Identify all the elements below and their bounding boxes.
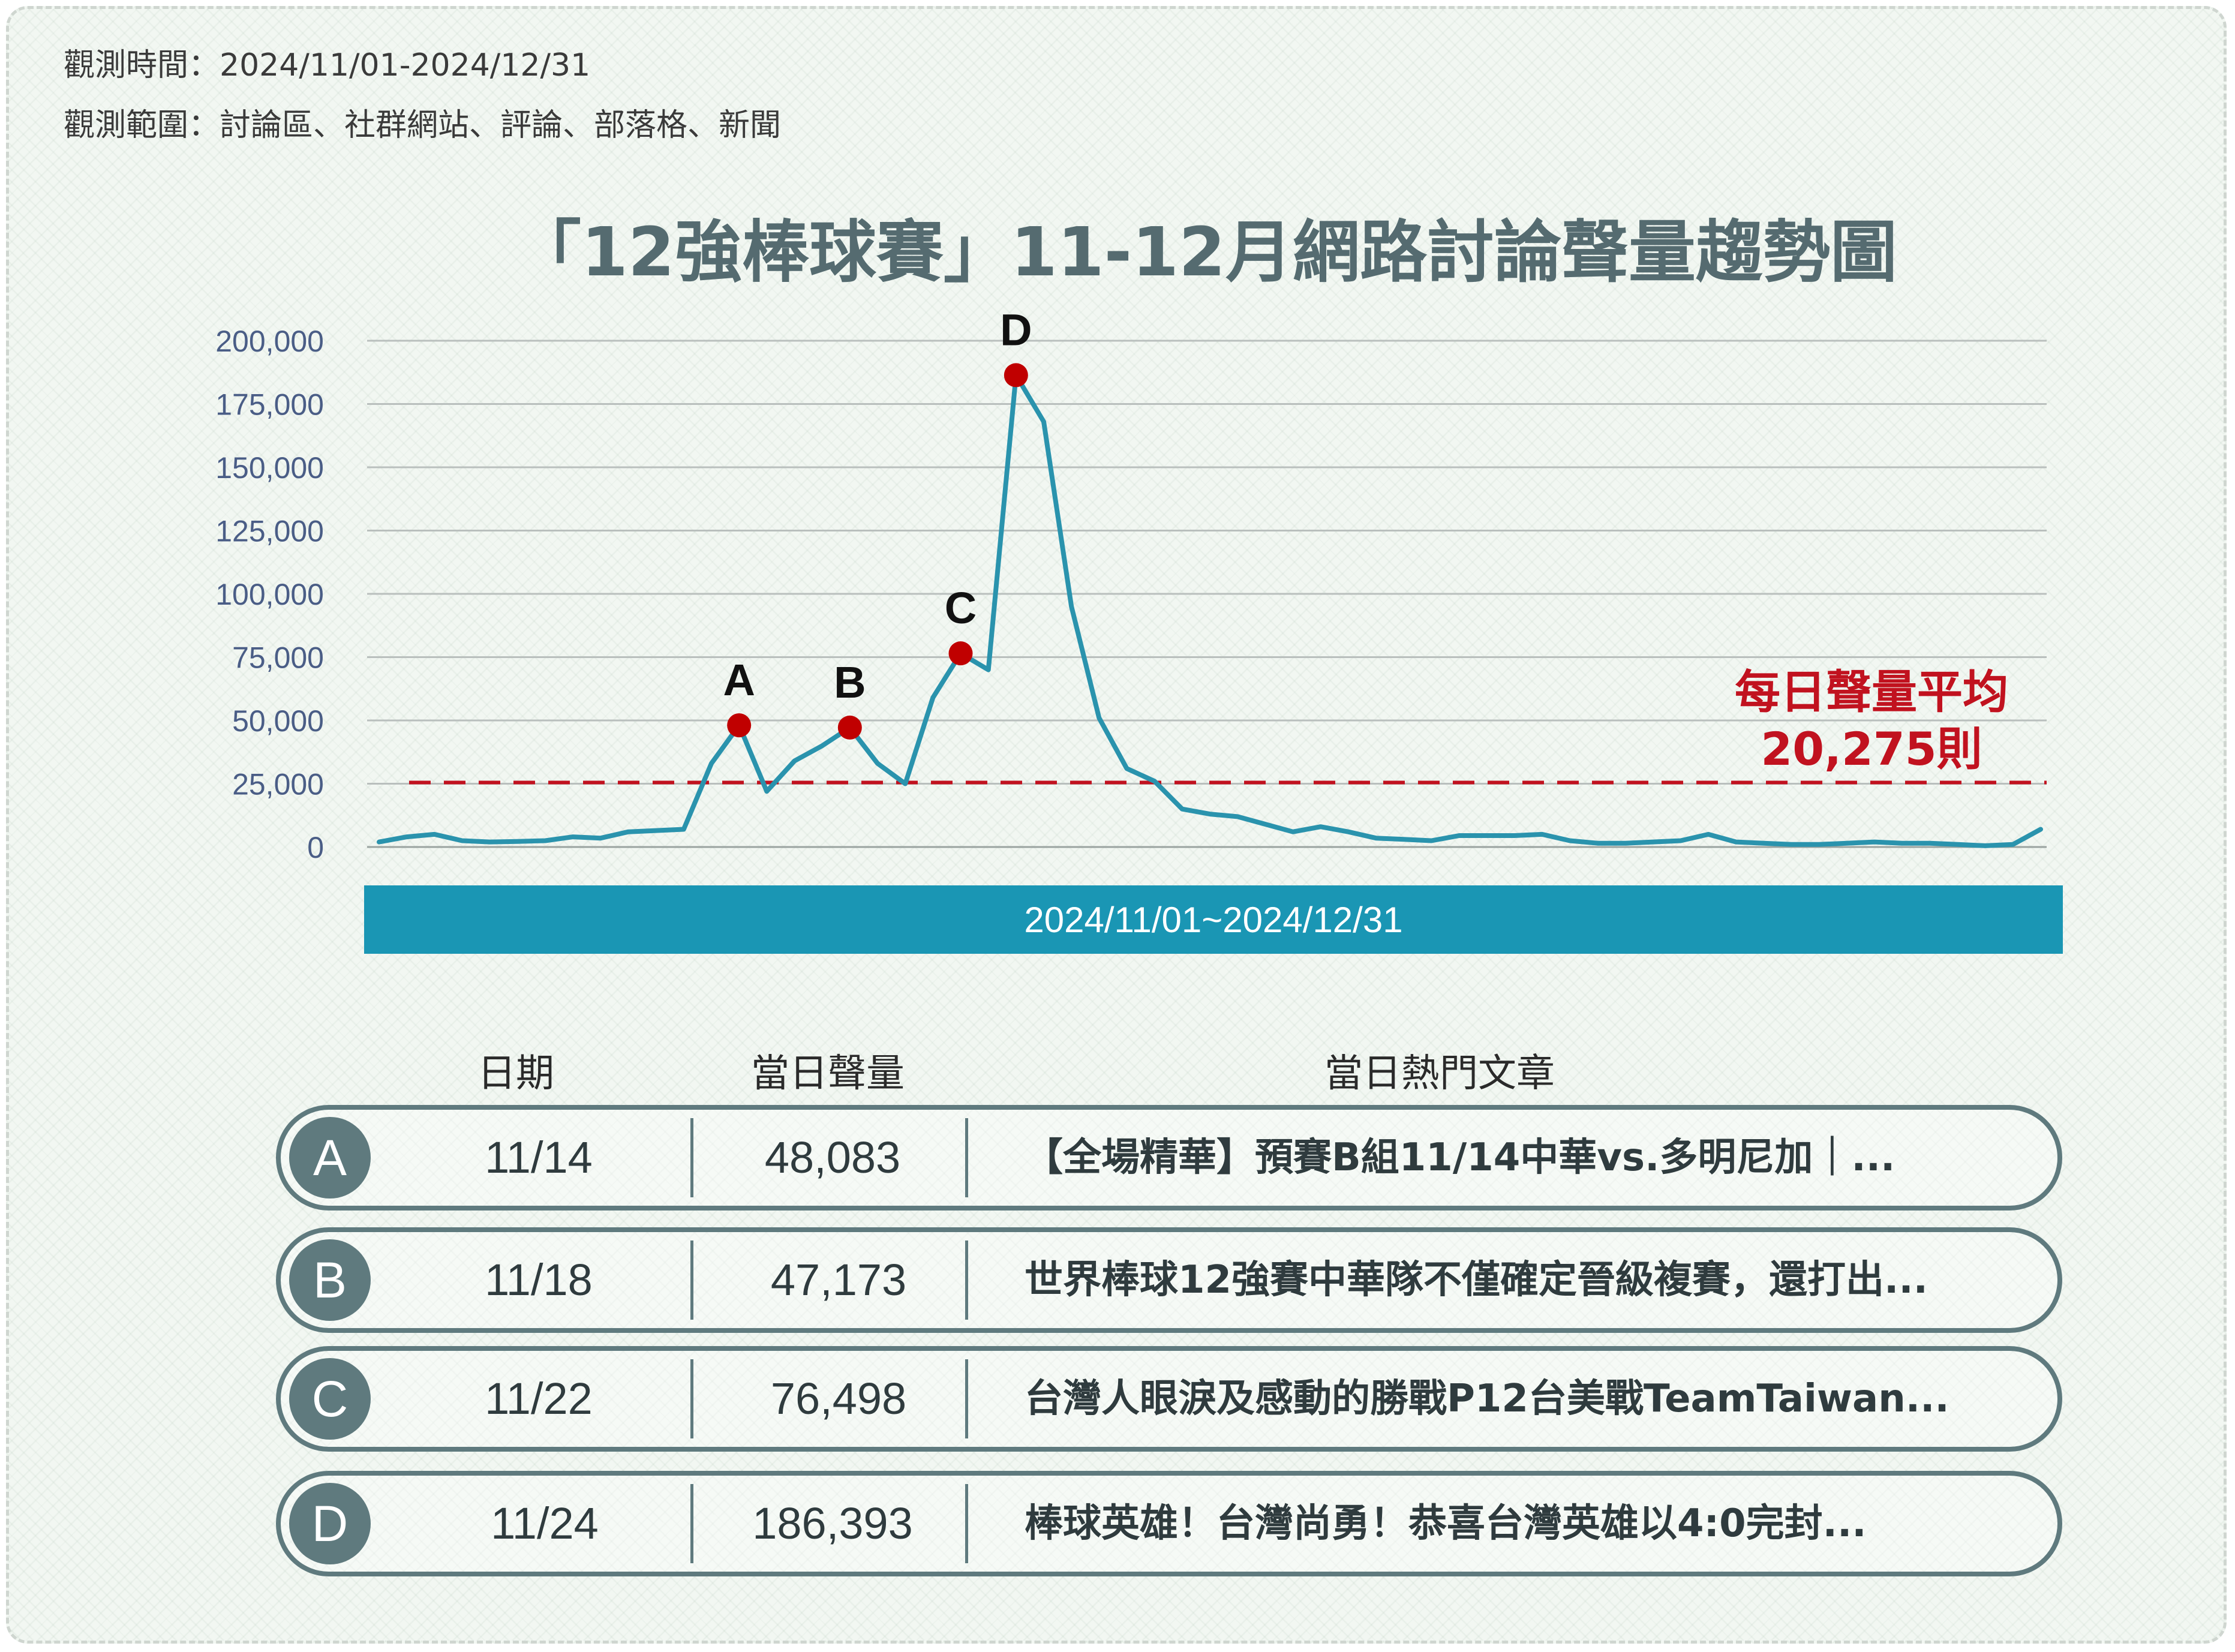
header-volume: 當日聲量: [751, 1052, 905, 1096]
row-badge: D: [289, 1483, 371, 1564]
series-group: [377, 373, 2043, 848]
row-volume: 48,083: [764, 1133, 901, 1182]
date-range-bar: 2024/11/01~2024/12/31: [364, 885, 2063, 954]
average-label-value: 20,275則: [1761, 722, 1982, 776]
row-volume: 186,393: [752, 1498, 913, 1548]
table-row-b: B 11/18 47,173 世界棒球12強賽中華隊不僅確定晉級複賽，還打出..…: [276, 1227, 2062, 1333]
row-article: 世界棒球12強賽中華隊不僅確定晉級複賽，還打出...: [1025, 1258, 1928, 1302]
peak-marker-c: [948, 641, 973, 666]
header-article: 當日熱門文章: [1324, 1052, 1555, 1096]
y-tick-label: 175,000: [215, 388, 324, 422]
gridlines: [367, 340, 2047, 848]
y-tick-label: 125,000: [215, 515, 324, 548]
row-divider: [690, 1359, 693, 1438]
observation-period: 觀測時間：2024/11/01-2024/12/31: [64, 47, 591, 83]
date-range-label: 2024/11/01~2024/12/31: [1024, 899, 1403, 940]
row-date: 11/22: [485, 1374, 593, 1423]
y-tick-label: 0: [307, 831, 324, 864]
row-divider: [690, 1240, 693, 1320]
peak-marker-d: [1004, 363, 1028, 388]
row-divider: [690, 1484, 693, 1563]
row-article: 【全場精華】預賽B組11/14中華vs.多明尼加｜...: [1025, 1136, 1895, 1180]
row-divider: [965, 1240, 968, 1320]
y-tick-label: 150,000: [215, 451, 324, 485]
header-date: 日期: [477, 1052, 554, 1096]
peak-label-d: D: [1000, 305, 1032, 355]
y-tick-label: 75,000: [232, 641, 324, 675]
row-badge: B: [289, 1239, 371, 1321]
table-row-d: D 11/24 186,393 棒球英雄！台灣尚勇！恭喜台灣英雄以4:0完封..…: [276, 1471, 2062, 1576]
row-divider: [690, 1118, 693, 1197]
peak-label-a: A: [723, 655, 755, 705]
table-row-a: A 11/14 48,083 【全場精華】預賽B組11/14中華vs.多明尼加｜…: [276, 1105, 2062, 1211]
peak-label-b: B: [834, 657, 866, 707]
row-volume: 47,173: [770, 1255, 907, 1305]
row-badge: C: [289, 1358, 371, 1440]
row-article: 棒球英雄！台灣尚勇！恭喜台灣英雄以4:0完封...: [1025, 1501, 1867, 1546]
row-article: 台灣人眼淚及感動的勝戰P12台美戰TeamTaiwan...: [1025, 1377, 1949, 1421]
y-tick-label: 200,000: [215, 325, 324, 358]
table-row-c: C 11/22 76,498 台灣人眼淚及感動的勝戰P12台美戰TeamTaiw…: [276, 1346, 2062, 1452]
row-date: 11/18: [485, 1255, 593, 1305]
y-tick-label: 50,000: [232, 704, 324, 738]
trend-chart: 200,000 175,000 150,000 125,000 100,000 75,00…: [215, 305, 2047, 864]
peak-markers: A B C D: [723, 305, 1032, 740]
chart-title: 「12強棒球賽」11-12月網路討論聲量趨勢圖: [513, 214, 1898, 292]
y-tick-label: 25,000: [232, 768, 324, 801]
row-volume: 76,498: [770, 1374, 907, 1423]
peak-marker-b: [837, 715, 862, 740]
series-line: [377, 373, 2043, 848]
y-axis-ticks: 200,000 175,000 150,000 125,000 100,000 75,00…: [215, 325, 324, 864]
row-date: 11/24: [491, 1498, 599, 1548]
row-divider: [965, 1118, 968, 1197]
row-badge: A: [289, 1117, 371, 1199]
y-tick-label: 100,000: [215, 578, 324, 611]
average-label-title: 每日聲量平均: [1735, 665, 2008, 719]
peak-marker-a: [727, 713, 752, 738]
row-date: 11/14: [485, 1133, 593, 1182]
row-divider: [965, 1484, 968, 1563]
row-divider: [965, 1359, 968, 1438]
infographic-frame: [6, 6, 2227, 1644]
observation-scope: 觀測範圍：討論區、社群網站、評論、部落格、新聞: [64, 107, 782, 143]
peak-label-c: C: [945, 583, 977, 633]
